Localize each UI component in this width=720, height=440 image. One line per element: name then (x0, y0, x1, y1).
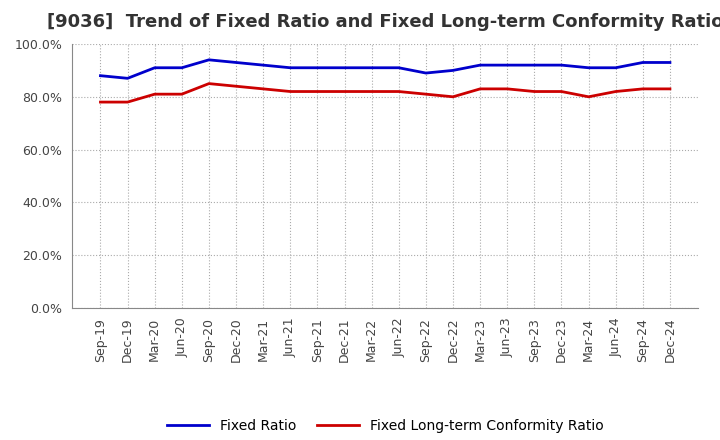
Fixed Long-term Conformity Ratio (96, 99, 105, 105)
Fixed Ratio (476, 62, 485, 68)
Fixed Long-term Conformity Ratio (232, 84, 240, 89)
Fixed Ratio (150, 65, 159, 70)
Fixed Ratio (96, 73, 105, 78)
Fixed Ratio (395, 65, 403, 70)
Fixed Ratio (259, 62, 268, 68)
Fixed Ratio (286, 65, 294, 70)
Fixed Ratio (530, 62, 539, 68)
Fixed Ratio (665, 60, 674, 65)
Fixed Long-term Conformity Ratio (204, 81, 213, 86)
Fixed Long-term Conformity Ratio (530, 89, 539, 94)
Fixed Long-term Conformity Ratio (449, 94, 457, 99)
Fixed Ratio (178, 65, 186, 70)
Line: Fixed Ratio: Fixed Ratio (101, 60, 670, 78)
Fixed Long-term Conformity Ratio (639, 86, 647, 92)
Fixed Ratio (123, 76, 132, 81)
Fixed Long-term Conformity Ratio (557, 89, 566, 94)
Fixed Long-term Conformity Ratio (123, 99, 132, 105)
Fixed Ratio (449, 68, 457, 73)
Fixed Ratio (557, 62, 566, 68)
Fixed Long-term Conformity Ratio (421, 92, 430, 97)
Fixed Ratio (584, 65, 593, 70)
Fixed Ratio (204, 57, 213, 62)
Fixed Ratio (232, 60, 240, 65)
Fixed Long-term Conformity Ratio (665, 86, 674, 92)
Fixed Long-term Conformity Ratio (286, 89, 294, 94)
Fixed Ratio (313, 65, 322, 70)
Fixed Long-term Conformity Ratio (259, 86, 268, 92)
Fixed Ratio (639, 60, 647, 65)
Fixed Long-term Conformity Ratio (150, 92, 159, 97)
Fixed Long-term Conformity Ratio (503, 86, 511, 92)
Legend: Fixed Ratio, Fixed Long-term Conformity Ratio: Fixed Ratio, Fixed Long-term Conformity … (161, 413, 609, 438)
Fixed Long-term Conformity Ratio (367, 89, 376, 94)
Fixed Ratio (503, 62, 511, 68)
Fixed Ratio (421, 70, 430, 76)
Fixed Long-term Conformity Ratio (178, 92, 186, 97)
Line: Fixed Long-term Conformity Ratio: Fixed Long-term Conformity Ratio (101, 84, 670, 102)
Fixed Ratio (367, 65, 376, 70)
Fixed Long-term Conformity Ratio (476, 86, 485, 92)
Fixed Ratio (341, 65, 349, 70)
Fixed Long-term Conformity Ratio (341, 89, 349, 94)
Title: [9036]  Trend of Fixed Ratio and Fixed Long-term Conformity Ratio: [9036] Trend of Fixed Ratio and Fixed Lo… (47, 13, 720, 31)
Fixed Long-term Conformity Ratio (611, 89, 620, 94)
Fixed Ratio (611, 65, 620, 70)
Fixed Long-term Conformity Ratio (395, 89, 403, 94)
Fixed Long-term Conformity Ratio (313, 89, 322, 94)
Fixed Long-term Conformity Ratio (584, 94, 593, 99)
